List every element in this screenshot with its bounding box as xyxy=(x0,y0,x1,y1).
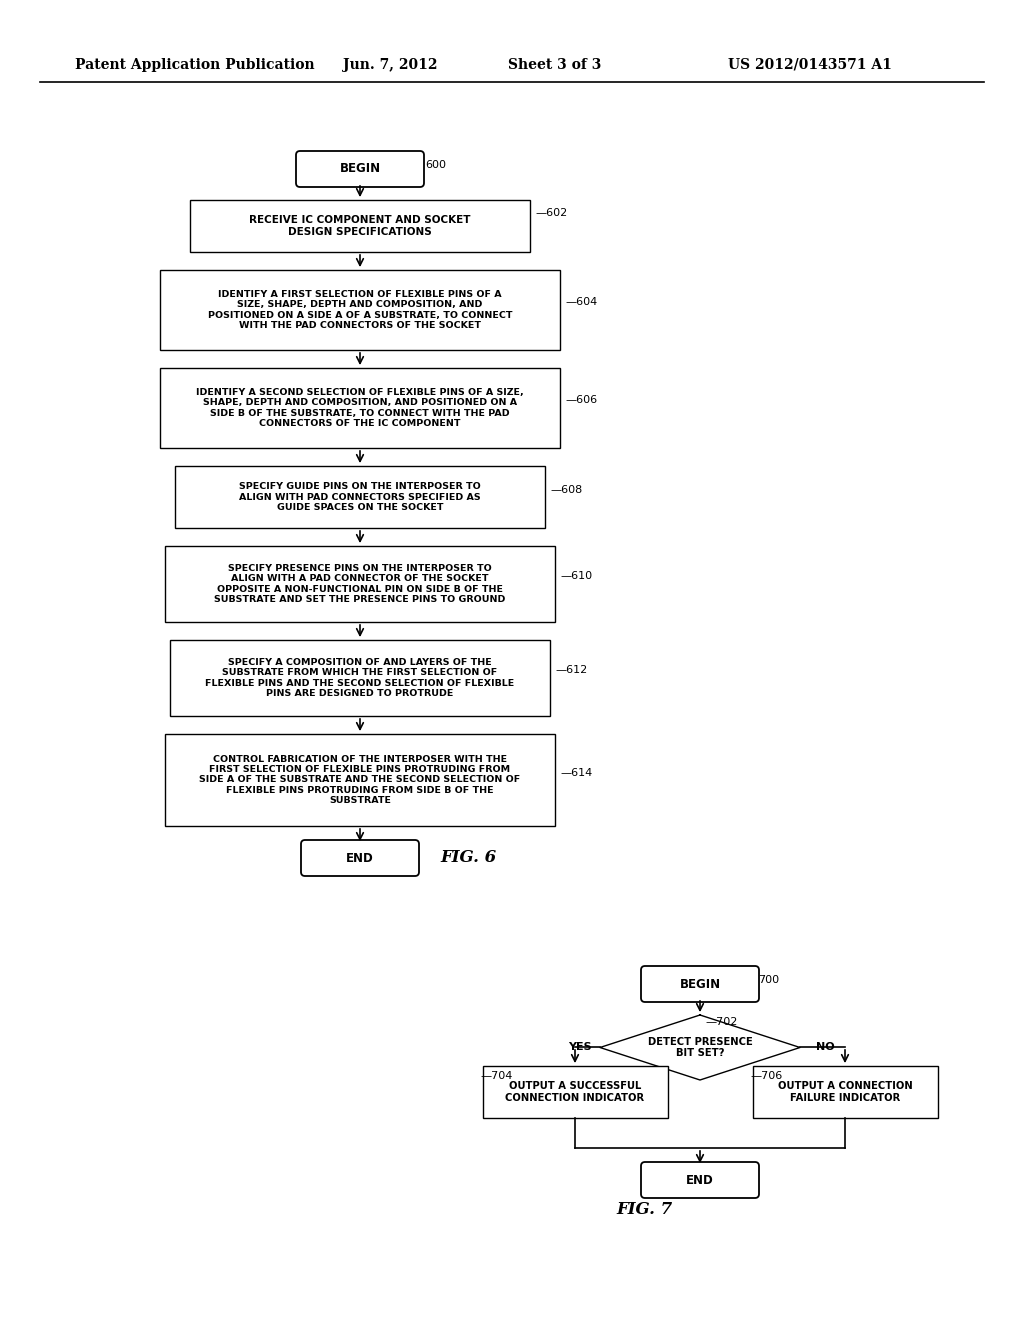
Polygon shape xyxy=(600,1015,800,1080)
Text: —702: —702 xyxy=(705,1016,737,1027)
FancyBboxPatch shape xyxy=(296,150,424,187)
Text: —614: —614 xyxy=(560,768,592,777)
Text: —606: —606 xyxy=(565,395,597,405)
Text: —608: —608 xyxy=(550,484,583,495)
Text: SPECIFY GUIDE PINS ON THE INTERPOSER TO
ALIGN WITH PAD CONNECTORS SPECIFIED AS
G: SPECIFY GUIDE PINS ON THE INTERPOSER TO … xyxy=(240,482,481,512)
Text: BEGIN: BEGIN xyxy=(339,162,381,176)
Bar xyxy=(160,368,560,447)
Bar xyxy=(175,466,545,528)
Text: CONTROL FABRICATION OF THE INTERPOSER WITH THE
FIRST SELECTION OF FLEXIBLE PINS : CONTROL FABRICATION OF THE INTERPOSER WI… xyxy=(200,755,520,805)
FancyBboxPatch shape xyxy=(641,966,759,1002)
Text: —612: —612 xyxy=(555,665,587,675)
Bar xyxy=(165,734,555,826)
Text: 700: 700 xyxy=(758,975,779,985)
Text: 600: 600 xyxy=(425,160,446,170)
Text: —610: —610 xyxy=(560,572,592,581)
Text: END: END xyxy=(686,1173,714,1187)
Bar xyxy=(170,640,550,715)
Text: IDENTIFY A FIRST SELECTION OF FLEXIBLE PINS OF A
SIZE, SHAPE, DEPTH AND COMPOSIT: IDENTIFY A FIRST SELECTION OF FLEXIBLE P… xyxy=(208,290,512,330)
Text: —706: —706 xyxy=(750,1071,782,1081)
Text: DETECT PRESENCE
BIT SET?: DETECT PRESENCE BIT SET? xyxy=(647,1036,753,1059)
Bar xyxy=(190,201,530,252)
Text: OUTPUT A CONNECTION
FAILURE INDICATOR: OUTPUT A CONNECTION FAILURE INDICATOR xyxy=(777,1081,912,1102)
Text: END: END xyxy=(346,851,374,865)
Bar xyxy=(482,1067,668,1118)
Text: SPECIFY A COMPOSITION OF AND LAYERS OF THE
SUBSTRATE FROM WHICH THE FIRST SELECT: SPECIFY A COMPOSITION OF AND LAYERS OF T… xyxy=(206,657,515,698)
Text: YES: YES xyxy=(568,1041,592,1052)
Text: —602: —602 xyxy=(535,209,567,218)
FancyBboxPatch shape xyxy=(641,1162,759,1199)
Text: OUTPUT A SUCCESSFUL
CONNECTION INDICATOR: OUTPUT A SUCCESSFUL CONNECTION INDICATOR xyxy=(506,1081,644,1102)
Text: NO: NO xyxy=(816,1041,835,1052)
Bar xyxy=(160,271,560,350)
Text: Jun. 7, 2012: Jun. 7, 2012 xyxy=(343,58,437,73)
Bar xyxy=(753,1067,938,1118)
Bar xyxy=(165,546,555,622)
Text: IDENTIFY A SECOND SELECTION OF FLEXIBLE PINS OF A SIZE,
SHAPE, DEPTH AND COMPOSI: IDENTIFY A SECOND SELECTION OF FLEXIBLE … xyxy=(197,388,524,428)
Text: BEGIN: BEGIN xyxy=(680,978,721,990)
Text: RECEIVE IC COMPONENT AND SOCKET
DESIGN SPECIFICATIONS: RECEIVE IC COMPONENT AND SOCKET DESIGN S… xyxy=(249,215,471,236)
Text: FIG. 7: FIG. 7 xyxy=(616,1201,673,1218)
Text: Patent Application Publication: Patent Application Publication xyxy=(75,58,314,73)
Text: —704: —704 xyxy=(480,1071,512,1081)
Text: FIG. 6: FIG. 6 xyxy=(440,850,497,866)
Text: —604: —604 xyxy=(565,297,597,308)
Text: SPECIFY PRESENCE PINS ON THE INTERPOSER TO
ALIGN WITH A PAD CONNECTOR OF THE SOC: SPECIFY PRESENCE PINS ON THE INTERPOSER … xyxy=(214,564,506,605)
Text: Sheet 3 of 3: Sheet 3 of 3 xyxy=(508,58,602,73)
Text: US 2012/0143571 A1: US 2012/0143571 A1 xyxy=(728,58,892,73)
FancyBboxPatch shape xyxy=(301,840,419,876)
